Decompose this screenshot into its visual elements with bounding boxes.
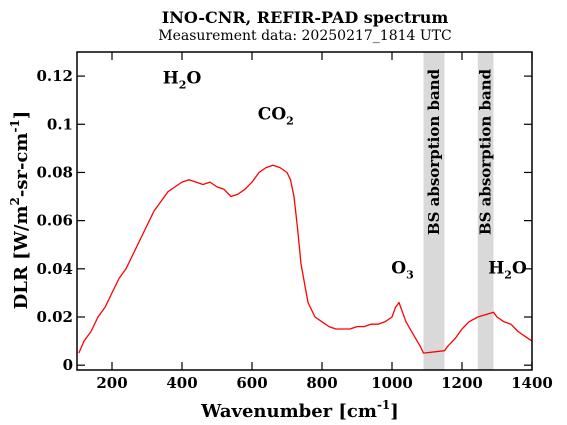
y-tick-label: 0 (63, 356, 73, 374)
x-tick-label: 200 (96, 374, 127, 392)
annotation-sub: 2 (504, 269, 512, 282)
y-axis-label: DLR [W/m2-sr-cm-1] (8, 111, 32, 310)
series-line-1 (78, 164, 532, 354)
x-axis-label-sup: -1 (377, 398, 390, 412)
y-axis-label-p3: ] (11, 111, 32, 120)
y-tick-label: 0.02 (36, 308, 73, 326)
annotation-main: H (163, 68, 179, 88)
x-tick-label: 1400 (511, 374, 553, 392)
x-axis-label-tail: ] (390, 401, 399, 422)
band-label-1: BS absorption band (425, 68, 443, 235)
x-tick-label: 1000 (371, 374, 413, 392)
annotation-tail: O (512, 259, 527, 279)
absorption-band-1 (423, 52, 445, 370)
y-axis-label-p1: DLR [W/m (11, 205, 32, 309)
annotation-tail: O (186, 68, 201, 88)
y-axis-label-sup2: -1 (8, 119, 22, 132)
annotation-sub: 2 (179, 78, 187, 91)
x-tick-label: 1200 (441, 374, 483, 392)
absorption-bands: BS absorption band BS absorption band (423, 52, 495, 370)
y-tick-label: 0.04 (36, 260, 73, 278)
y-tick-label: 0.08 (36, 163, 73, 181)
y-axis-label-p2: -sr-cm (11, 133, 32, 198)
series-group (78, 164, 532, 354)
annotation-sub: 2 (286, 114, 294, 127)
y-tick-label: 0.12 (36, 67, 73, 85)
x-axis-label: Wavenumber [cm-1] (200, 398, 399, 422)
x-tick-label: 400 (166, 374, 197, 392)
y-tick-label: 0.1 (47, 115, 73, 133)
absorption-band-2 (477, 52, 494, 370)
annotation-main: O (391, 259, 406, 279)
plot-frame (76, 51, 533, 371)
chart-title: INO-CNR, REFIR-PAD spectrum (162, 8, 449, 27)
annotation-2: CO2 (258, 104, 294, 127)
annotation-sub: 3 (406, 269, 414, 282)
x-tick-label: 800 (306, 374, 337, 392)
annotation-main: CO (258, 104, 287, 124)
y-axis-ticks: 0 0.02 0.04 0.06 0.08 0.1 0.12 (36, 67, 532, 374)
x-axis-ticks: 200 400 600 800 1000 1200 1400 (96, 52, 553, 392)
x-axis-label-main: Wavenumber [cm (200, 401, 377, 422)
x-tick-label: 600 (236, 374, 267, 392)
band-label-2: BS absorption band (477, 68, 495, 235)
annotation-1: H2O (163, 68, 202, 91)
y-tick-label: 0.06 (36, 212, 73, 230)
annotation-main: H (488, 259, 504, 279)
chart-subtitle: Measurement data: 20250217_1814 UTC (158, 28, 451, 44)
annotation-4: H2O (488, 259, 527, 282)
y-axis-label-sup1: 2 (8, 197, 22, 205)
annotation-3: O3 (391, 259, 413, 282)
